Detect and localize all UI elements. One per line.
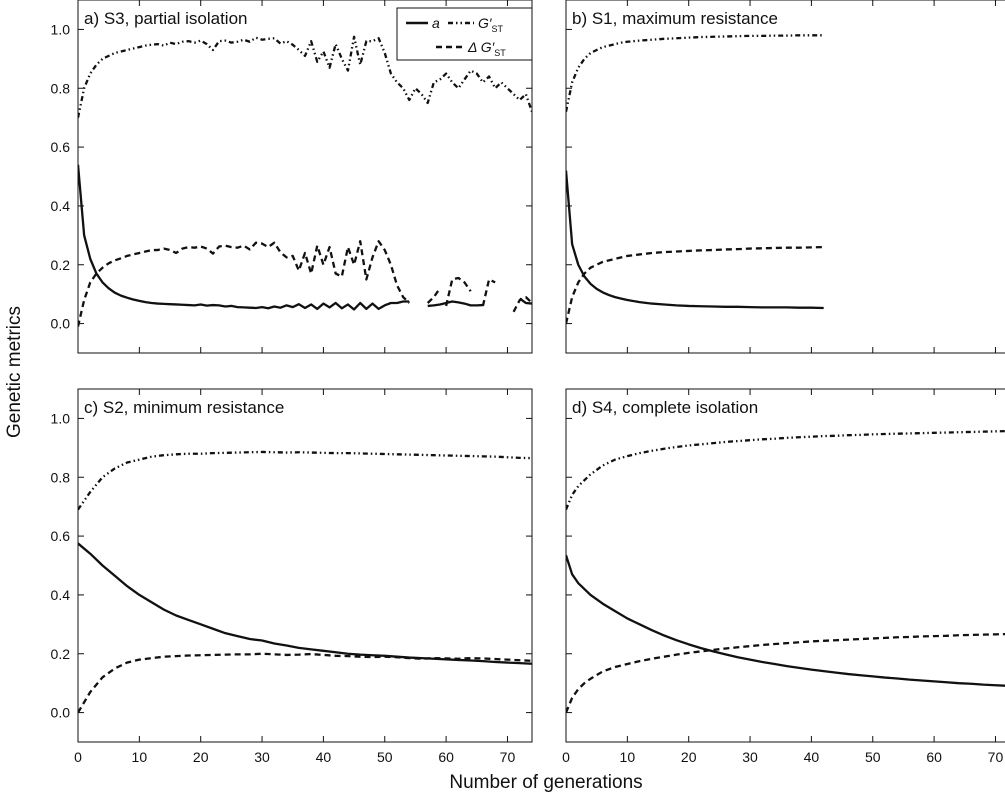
panels-layer: 0.0 0.2 0.4 0.6 0.8 1.0 a) S3, partial isolati… bbox=[51, 0, 1005, 765]
x-tick-label: 40 bbox=[316, 749, 332, 765]
legend-label-dgst-main: Δ G′ bbox=[467, 39, 496, 55]
x-tick-label: 70 bbox=[988, 749, 1004, 765]
y-tick-label: 0.0 bbox=[51, 316, 71, 332]
x-tick-label: 60 bbox=[926, 749, 942, 765]
series-solid bbox=[78, 164, 532, 311]
series-dashdot bbox=[78, 450, 532, 511]
legend-label-dgst-sub: ST bbox=[494, 48, 506, 58]
panel-1: 0.0 0.2 0.4 0.6 0.8 1.0 a) S3, partial isolati… bbox=[51, 0, 533, 354]
series-group bbox=[566, 429, 1005, 714]
y-tick-label: 0.6 bbox=[51, 139, 71, 155]
x-tick-label: 50 bbox=[865, 749, 881, 765]
legend-label-gst-main: G′ bbox=[478, 15, 493, 31]
x-tick-label: 50 bbox=[377, 749, 393, 765]
panel-title: d) S4, complete isolation bbox=[572, 398, 758, 417]
panel-title: b) S1, maximum resistance bbox=[572, 9, 778, 28]
legend-label-gst-sub: ST bbox=[492, 24, 504, 34]
panel-3: 0 10 20 30 40 50 60 70 0.0 0.2 0.4 0.6 0.8 1.0 c) S2, … bbox=[51, 388, 533, 765]
series-solid bbox=[78, 542, 532, 665]
x-tick-label: 20 bbox=[681, 749, 697, 765]
x-tick-label: 40 bbox=[804, 749, 820, 765]
y-tick-label: 0.4 bbox=[51, 198, 71, 214]
panel-2: b) S1, maximum resistance bbox=[565, 0, 1005, 354]
x-tick-label: 0 bbox=[562, 749, 570, 765]
y-tick-label: 0.4 bbox=[51, 587, 71, 603]
series-dashed bbox=[566, 245, 824, 324]
series-dashed bbox=[78, 652, 532, 714]
x-tick-label: 10 bbox=[132, 749, 148, 765]
x-tick-label: 30 bbox=[742, 749, 758, 765]
panel-frame bbox=[77, 388, 533, 743]
x-tick-label: 70 bbox=[500, 749, 516, 765]
y-tick-label: 0.2 bbox=[51, 646, 71, 662]
y-tick-label: 0.2 bbox=[51, 257, 71, 273]
panel-title: a) S3, partial isolation bbox=[84, 9, 247, 28]
series-dashdot bbox=[566, 429, 1005, 511]
y-tick-label: 1.0 bbox=[51, 410, 71, 426]
panel-frame bbox=[565, 388, 1005, 743]
series-group bbox=[78, 450, 532, 714]
series-dashdot bbox=[78, 35, 532, 118]
y-tick-label: 0.0 bbox=[51, 705, 71, 721]
series-dashdot bbox=[566, 34, 824, 113]
panel-4: 0 10 20 30 40 50 60 70 d) S4, complete isolation bbox=[562, 388, 1005, 765]
x-tick-label: 10 bbox=[620, 749, 636, 765]
series-solid bbox=[566, 170, 824, 310]
y-tick-label: 0.8 bbox=[51, 469, 71, 485]
legend: a G′ST Δ G′ST bbox=[396, 7, 533, 61]
x-tick-label: 30 bbox=[254, 749, 270, 765]
legend-box bbox=[396, 7, 533, 61]
legend-label-a: a bbox=[432, 15, 440, 31]
panel-title: c) S2, minimum resistance bbox=[84, 398, 284, 417]
series-dashed bbox=[78, 240, 532, 327]
x-tick-label: 60 bbox=[438, 749, 454, 765]
y-tick-label: 0.6 bbox=[51, 528, 71, 544]
series-solid bbox=[566, 554, 1005, 687]
series-dashed bbox=[566, 632, 1005, 714]
legend-label-dgst: Δ G′ST bbox=[467, 39, 506, 58]
x-tick-label: 0 bbox=[74, 749, 82, 765]
series-group bbox=[566, 34, 824, 324]
y-tick-label: 1.0 bbox=[51, 21, 71, 37]
x-tick-label: 20 bbox=[193, 749, 209, 765]
series-group bbox=[78, 35, 532, 327]
legend-label-gst: G′ST bbox=[478, 15, 504, 34]
x-axis-title: Number of generations bbox=[449, 772, 642, 793]
y-tick-label: 0.8 bbox=[51, 80, 71, 96]
y-axis-title: Genetic metrics bbox=[4, 306, 25, 438]
